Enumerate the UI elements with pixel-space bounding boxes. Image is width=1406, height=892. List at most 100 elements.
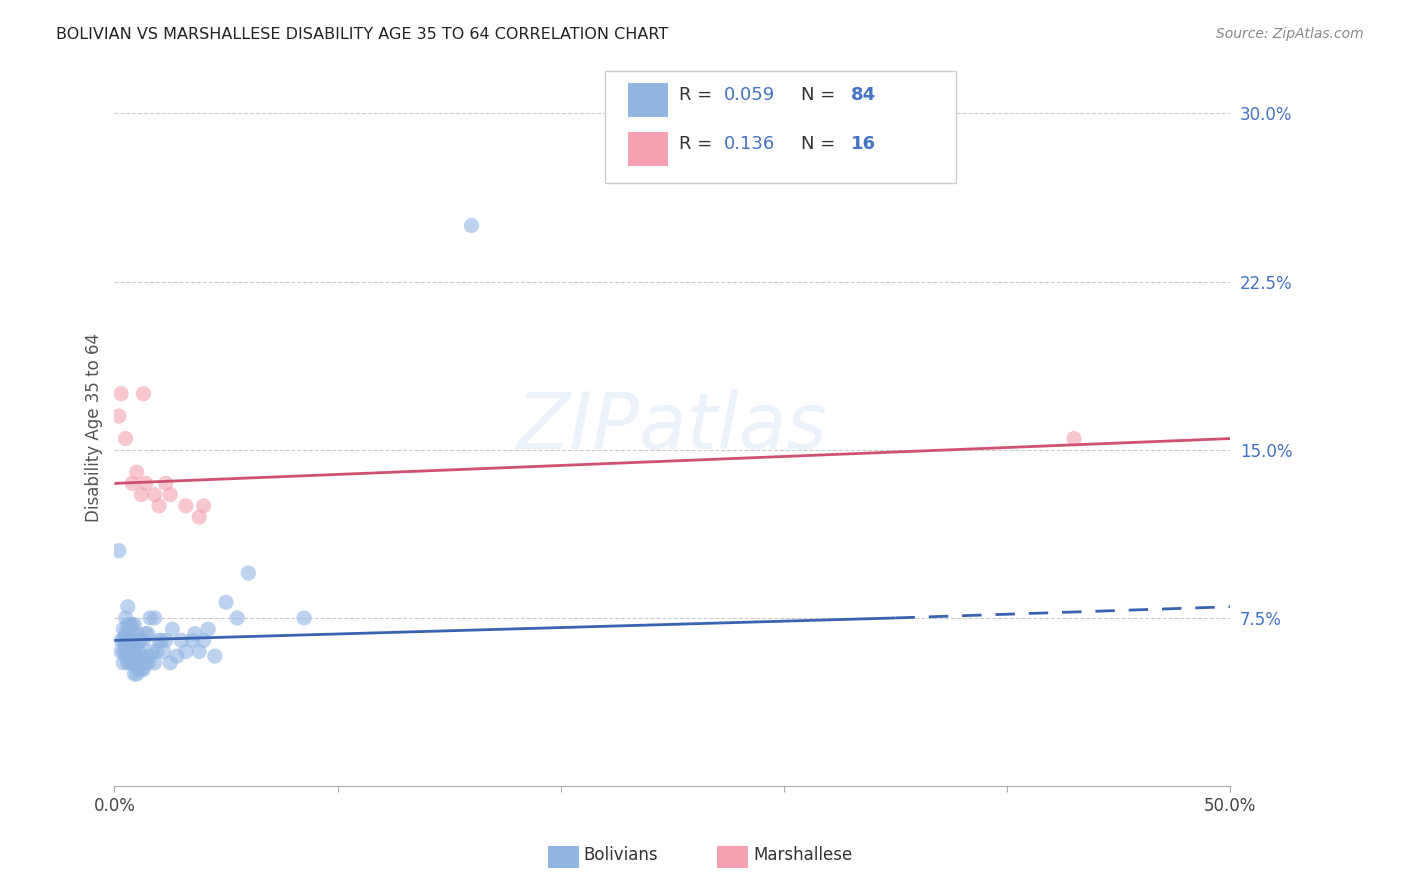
Point	[125, 649, 148, 664]
Point	[129, 633, 152, 648]
Point	[108, 409, 131, 424]
Text: 0.136: 0.136	[724, 135, 775, 153]
Point	[110, 644, 132, 658]
Point	[215, 595, 238, 609]
Point	[112, 644, 135, 658]
Text: N =: N =	[801, 135, 841, 153]
Point	[124, 649, 146, 664]
Point	[143, 656, 166, 670]
Point	[118, 633, 141, 648]
Point	[174, 644, 197, 658]
Point	[132, 663, 155, 677]
Point	[124, 617, 146, 632]
Point	[184, 626, 207, 640]
Point	[124, 667, 146, 681]
Point	[166, 649, 188, 664]
Point	[204, 649, 226, 664]
Point	[108, 543, 131, 558]
Point	[238, 566, 260, 580]
Point	[117, 656, 139, 670]
Point	[136, 656, 159, 670]
Point	[125, 626, 148, 640]
Point	[124, 633, 146, 648]
Point	[159, 487, 181, 501]
Text: 84: 84	[851, 86, 876, 103]
Point	[129, 663, 152, 677]
Point	[110, 633, 132, 648]
Point	[114, 649, 136, 664]
Point	[117, 617, 139, 632]
Point	[143, 487, 166, 501]
Point	[121, 656, 143, 670]
Point	[292, 611, 315, 625]
Point	[197, 622, 219, 636]
Point	[141, 644, 163, 658]
Point	[181, 633, 204, 648]
Point	[155, 633, 177, 648]
Point	[128, 644, 150, 658]
Text: 0.059: 0.059	[724, 86, 775, 103]
Point	[121, 644, 143, 658]
Point	[114, 640, 136, 654]
Text: 16: 16	[851, 135, 876, 153]
Point	[110, 386, 132, 401]
Point	[114, 633, 136, 648]
Point	[114, 432, 136, 446]
Text: ZIPatlas: ZIPatlas	[517, 389, 828, 466]
Point	[118, 626, 141, 640]
Point	[118, 644, 141, 658]
Point	[128, 656, 150, 670]
Point	[124, 656, 146, 670]
Point	[124, 644, 146, 658]
Point	[150, 633, 173, 648]
Point	[117, 633, 139, 648]
Y-axis label: Disability Age 35 to 64: Disability Age 35 to 64	[86, 333, 103, 522]
Point	[128, 663, 150, 677]
Point	[132, 633, 155, 648]
Point	[135, 626, 157, 640]
Point	[129, 656, 152, 670]
Text: Marshallese: Marshallese	[754, 846, 853, 863]
Point	[117, 599, 139, 614]
Point	[114, 626, 136, 640]
Point	[132, 386, 155, 401]
Point	[118, 638, 141, 652]
Text: BOLIVIAN VS MARSHALLESE DISABILITY AGE 35 TO 64 CORRELATION CHART: BOLIVIAN VS MARSHALLESE DISABILITY AGE 3…	[56, 27, 668, 42]
Point	[117, 644, 139, 658]
Point	[159, 656, 181, 670]
Point	[152, 644, 174, 658]
Point	[121, 617, 143, 632]
Text: Source: ZipAtlas.com: Source: ZipAtlas.com	[1216, 27, 1364, 41]
Text: R =: R =	[679, 86, 718, 103]
Point	[148, 633, 170, 648]
Point	[125, 667, 148, 681]
Point	[170, 633, 193, 648]
Point	[135, 656, 157, 670]
Point	[125, 656, 148, 670]
Point	[112, 622, 135, 636]
Point	[193, 633, 215, 648]
Point	[129, 487, 152, 501]
Point	[121, 476, 143, 491]
Point	[121, 649, 143, 664]
Point	[460, 219, 482, 233]
Point	[118, 617, 141, 632]
Point	[128, 633, 150, 648]
Point	[112, 633, 135, 648]
Point	[118, 649, 141, 664]
Point	[188, 510, 211, 524]
Point	[135, 476, 157, 491]
Point	[226, 611, 249, 625]
Point	[125, 465, 148, 479]
Point	[117, 626, 139, 640]
Text: R =: R =	[679, 135, 718, 153]
Point	[1063, 432, 1085, 446]
Point	[188, 644, 211, 658]
Point	[139, 611, 162, 625]
Point	[139, 649, 162, 664]
Point	[118, 656, 141, 670]
Point	[125, 640, 148, 654]
Point	[136, 626, 159, 640]
Point	[121, 626, 143, 640]
Text: Bolivians: Bolivians	[583, 846, 658, 863]
